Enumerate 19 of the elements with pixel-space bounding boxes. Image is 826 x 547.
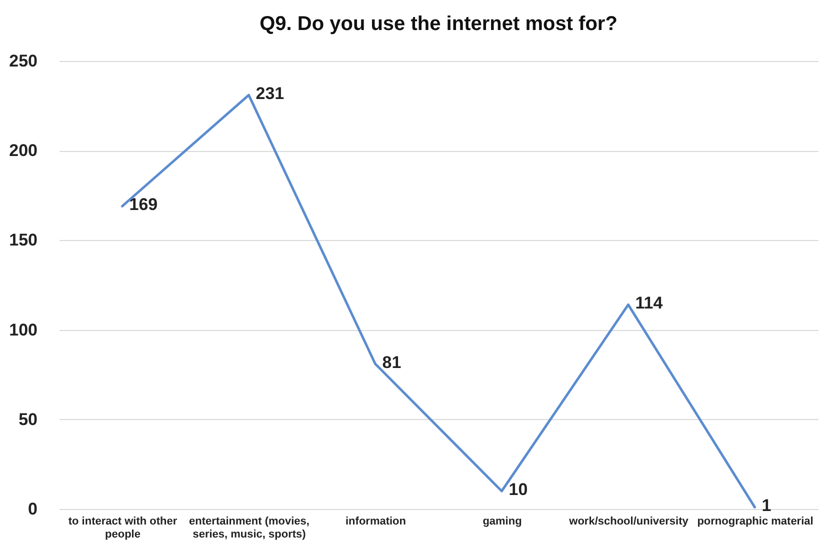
data-label: 10 — [508, 480, 528, 500]
data-label: 231 — [256, 84, 284, 104]
y-tick-label: 100 — [9, 320, 38, 340]
y-tick-label: 250 — [9, 52, 38, 70]
y-tick-label: 0 — [28, 500, 38, 518]
data-label: 81 — [382, 352, 402, 372]
y-tick-label: 200 — [9, 141, 38, 160]
x-tick-label: information — [346, 516, 406, 528]
y-tick-label: 150 — [9, 230, 38, 250]
data-label: 169 — [129, 195, 158, 214]
data-label: 114 — [635, 294, 664, 313]
x-tick-label: entertainment (movies, series, music, sports) — [189, 516, 310, 540]
x-tick-label: work/school/university — [568, 516, 690, 528]
x-tick-label: to interact with other people — [68, 516, 178, 540]
data-label: 1 — [762, 496, 772, 516]
x-tick-label: gaming — [482, 516, 522, 528]
chart-title: Q9. Do you use the internet most for? — [260, 13, 618, 35]
y-tick-label: 50 — [18, 410, 38, 429]
x-tick-label: pornographic material — [697, 516, 814, 528]
